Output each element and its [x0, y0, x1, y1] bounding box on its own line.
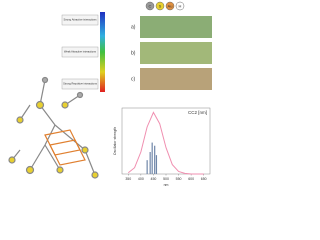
x-tick-label: 350: [125, 177, 131, 181]
panel-images: [140, 16, 212, 90]
legend-label: Au: [168, 3, 173, 8]
legend-swatch: [165, 1, 175, 11]
x-tick-label: 550: [176, 177, 182, 181]
panel-label: a): [131, 24, 136, 30]
x-axis-label: nm: [164, 183, 169, 187]
x-tick-label: 650: [201, 177, 207, 181]
x-tick-label: 400: [138, 177, 144, 181]
legend-swatch: [155, 1, 165, 11]
colorbar-label: Strong Attractive interactions: [63, 18, 97, 22]
chart-title: CC2 [nm]: [188, 110, 207, 115]
plot-frame: [121, 107, 211, 175]
colorbar-label-box: [61, 46, 99, 58]
colorbar-label-box: [61, 14, 99, 26]
colorbar-label-box: [61, 78, 99, 90]
colorbar-label: Strong Repulsive interactions: [63, 82, 97, 86]
y-axis-label: Oscillator strength: [113, 127, 117, 155]
legend-swatch: [175, 1, 185, 11]
legend-label: S: [159, 3, 162, 8]
legend-label: C: [149, 3, 152, 8]
molecule: [8, 76, 99, 179]
spectrum-line: [127, 111, 204, 175]
legend-label: H: [179, 3, 182, 8]
figure: C S Au H Strong Attractive interactions Weak …: [8, 1, 212, 187]
x-tick-label: 500: [163, 177, 169, 181]
colorbar-label: Weak Attractive interactions: [64, 50, 97, 54]
panel-label: b): [131, 50, 136, 56]
legend-swatch: [145, 1, 155, 11]
x-tick-label: 450: [151, 177, 157, 181]
panel-label: c): [131, 76, 136, 82]
colorbar: [100, 12, 105, 92]
x-tick-label: 600: [188, 177, 194, 181]
page: C S Au H Strong Attractive interactions Weak …: [8, 1, 212, 187]
